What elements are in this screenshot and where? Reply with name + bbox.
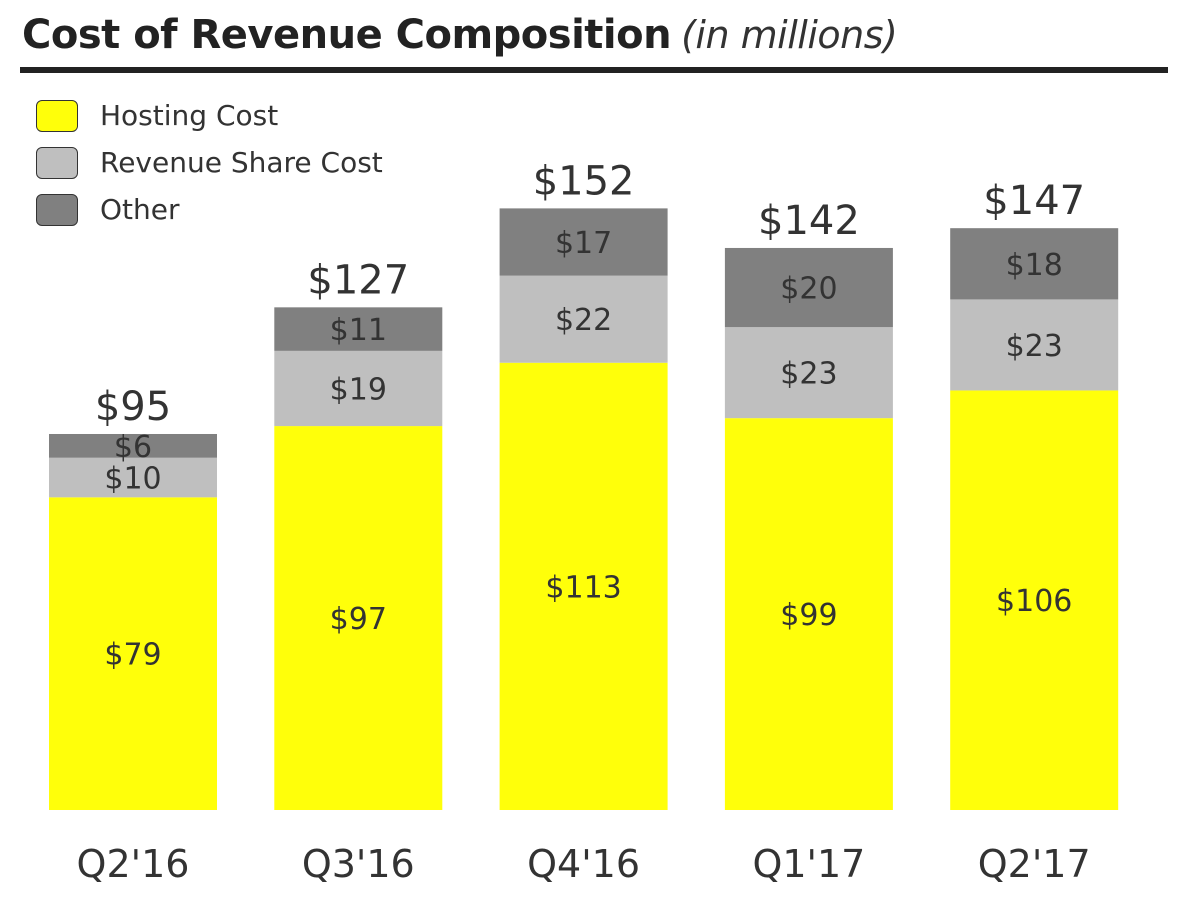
title-subtitle: (in millions): [681, 13, 898, 57]
segment-label: $113: [545, 570, 621, 605]
bar-segment-revenue-share-cost: [724, 327, 893, 419]
segment-label: $17: [555, 226, 612, 261]
title-main: Cost of Revenue Composition: [22, 12, 672, 58]
x-tick-label: Q4'16: [527, 842, 640, 886]
legend-swatch-hosting: [36, 99, 78, 132]
segment-label: $20: [780, 272, 837, 307]
chart-title: Cost of Revenue Composition (in millions): [22, 12, 898, 58]
legend-swatch-other: [36, 193, 78, 226]
total-label: $147: [983, 178, 1085, 224]
segment-label: $23: [1006, 329, 1063, 364]
segment-label: $22: [555, 303, 612, 338]
segment-label: $106: [996, 584, 1072, 619]
segment-label: $11: [330, 313, 387, 348]
bar-segment-hosting-cost: [950, 390, 1119, 810]
legend-swatch-revenue-share: [36, 146, 78, 179]
total-label: $127: [307, 257, 409, 303]
title-underline: [20, 67, 1168, 73]
bar-segment-revenue-share-cost: [950, 299, 1119, 391]
legend-label: Other: [100, 193, 180, 226]
segment-label: $10: [104, 462, 161, 497]
legend-item-other: Other: [36, 186, 383, 233]
bar-segment-hosting-cost: [49, 497, 217, 810]
legend-item-revenue-share: Revenue Share Cost: [36, 139, 383, 186]
total-label: $142: [758, 198, 860, 244]
x-tick-label: Q3'16: [302, 842, 415, 886]
bar-segment-other: [950, 228, 1119, 300]
x-tick-label: Q2'16: [77, 842, 190, 886]
segment-label: $97: [330, 602, 387, 637]
legend-label: Revenue Share Cost: [100, 146, 383, 179]
bar-segment-revenue-share-cost: [49, 457, 217, 498]
segment-label: $6: [114, 430, 152, 465]
bar-segment-revenue-share-cost: [274, 350, 443, 427]
legend: Hosting Cost Revenue Share Cost Other: [36, 92, 383, 233]
bar-segment-other: [49, 433, 217, 458]
legend-item-hosting: Hosting Cost: [36, 92, 383, 139]
bar-segment-other: [724, 247, 893, 328]
segment-label: $19: [330, 372, 387, 407]
total-label: $95: [95, 384, 171, 430]
segment-label: $23: [780, 357, 837, 392]
legend-label: Hosting Cost: [100, 99, 279, 132]
x-tick-label: Q2'17: [978, 842, 1091, 886]
bar-segment-revenue-share-cost: [499, 275, 668, 363]
bar-segment-hosting-cost: [274, 426, 443, 810]
x-tick-label: Q1'17: [752, 842, 865, 886]
bar-segment-hosting-cost: [724, 418, 893, 810]
bar-segment-other: [499, 208, 668, 276]
bar-segment-other: [274, 307, 443, 351]
segment-label: $99: [780, 598, 837, 633]
total-label: $152: [533, 158, 635, 204]
bar-segment-hosting-cost: [499, 362, 668, 810]
segment-label: $18: [1006, 248, 1063, 283]
segment-label: $79: [104, 638, 161, 673]
